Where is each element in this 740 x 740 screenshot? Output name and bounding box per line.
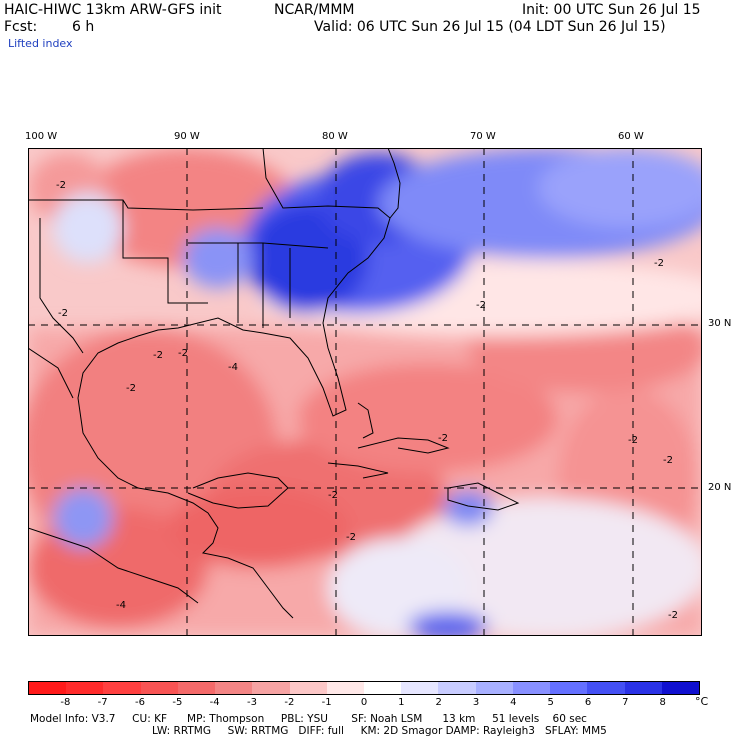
colorbar-cell xyxy=(550,682,588,694)
colorbar-unit: °C xyxy=(695,695,709,708)
colorbar-tick-label: 8 xyxy=(659,697,666,708)
forecast-hour: 6 h xyxy=(72,19,95,35)
colorbar-tick-label: -6 xyxy=(135,697,145,708)
forecast-label: Fcst: xyxy=(4,19,38,35)
colorbar-tick-label: 4 xyxy=(510,697,517,708)
colorbar-cell xyxy=(475,682,513,694)
colorbar-cell xyxy=(215,682,253,694)
colorbar-cell xyxy=(512,682,551,694)
contour-label: -2 xyxy=(58,308,68,319)
map-frame xyxy=(28,148,702,636)
colorbar-tick-label: 5 xyxy=(547,697,554,708)
colorbar-cell xyxy=(252,682,290,694)
model-info-line1: Model Info: V3.7 CU: KF MP: Thompson PBL… xyxy=(30,713,587,725)
contour-label: -4 xyxy=(116,600,126,611)
colorbar-cell xyxy=(438,682,476,694)
organization: NCAR/MMM xyxy=(274,2,355,18)
lat-label: 30 N xyxy=(708,318,732,329)
valid-time: Valid: 06 UTC Sun 26 Jul 15 (04 LDT Sun … xyxy=(314,19,666,35)
colorbar-cell xyxy=(140,682,178,694)
contour-label: -2 xyxy=(346,532,356,543)
lon-label: 100 W xyxy=(25,131,58,142)
colorbar-cell xyxy=(103,682,141,694)
colorbar-tick-label: -7 xyxy=(97,697,108,708)
model-title: HAIC-HIWC 13km ARW-GFS init xyxy=(4,2,222,18)
contour-label: -2 xyxy=(56,180,66,191)
contour-label: -2 xyxy=(178,348,188,359)
colorbar-cell xyxy=(624,682,662,694)
lon-label: 70 W xyxy=(470,131,496,142)
colorbar-tick-label: -4 xyxy=(209,697,220,708)
contour-label: -2 xyxy=(328,490,338,501)
colorbar-cell xyxy=(29,682,67,694)
colorbar-ticks: -8 -7 -6 -5 -4 -3 -2 -1 0 1 2 3 4 5 6 7 8 xyxy=(28,697,700,709)
colorbar-tick-label: -3 xyxy=(247,697,257,708)
colorbar xyxy=(28,681,700,695)
colorbar-tick-label: 6 xyxy=(584,697,592,708)
colorbar-cell xyxy=(587,682,625,694)
colorbar-cell xyxy=(66,682,104,694)
colorbar-cell xyxy=(326,682,364,694)
lon-label: 80 W xyxy=(322,131,348,142)
colorbar-tick-label: 1 xyxy=(398,697,405,708)
contour-label: -2 xyxy=(476,300,486,311)
contour-label: -2 xyxy=(668,610,678,621)
lat-label: 20 N xyxy=(708,482,732,493)
colorbar-cell xyxy=(661,682,699,694)
field-name: Lifted index xyxy=(8,37,73,50)
colorbar-cell xyxy=(363,682,402,694)
init-time: Init: 00 UTC Sun 26 Jul 15 xyxy=(522,2,701,18)
colorbar-tick-label: -5 xyxy=(172,697,183,708)
model-info-line2: LW: RRTMG SW: RRTMG DIFF: full KM: 2D Sm… xyxy=(152,725,607,737)
contour-label: -2 xyxy=(153,350,163,361)
colorbar-tick-label: 7 xyxy=(622,697,629,708)
contour-label: -2 xyxy=(126,383,136,394)
lon-label: 60 W xyxy=(618,131,644,142)
contour-label: -4 xyxy=(228,362,238,373)
contour-label: -2 xyxy=(663,455,673,466)
colorbar-cell xyxy=(177,682,216,694)
lat-lon-grid xyxy=(28,148,702,636)
colorbar-cell xyxy=(289,682,327,694)
contour-label: -2 xyxy=(438,433,448,444)
field-shading xyxy=(28,148,702,636)
contour-label: -2 xyxy=(654,258,664,269)
lifted-index-map: -2 -2 -2 -2 -2 -4 -2 -2 -2 -2 -2 -2 -4 -… xyxy=(28,148,702,636)
colorbar-tick-label: 3 xyxy=(472,697,480,708)
colorbar-tick-label: -8 xyxy=(60,697,71,708)
colorbar-tick-label: 0 xyxy=(360,697,368,708)
colorbar-tick-label: -1 xyxy=(321,697,332,708)
lon-label: 90 W xyxy=(174,131,200,142)
contour-label: -2 xyxy=(628,435,638,446)
colorbar-tick-label: 2 xyxy=(435,697,442,708)
colorbar-cell xyxy=(401,682,439,694)
colorbar-tick-label: -2 xyxy=(284,697,295,708)
